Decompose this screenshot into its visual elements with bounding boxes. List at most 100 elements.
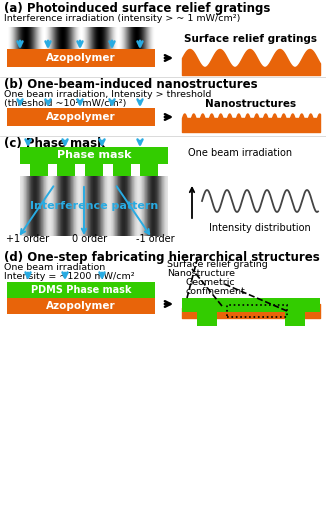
Bar	[96, 176, 97, 236]
Bar	[96, 27, 97, 51]
Bar	[64, 27, 65, 51]
Bar	[69, 27, 70, 51]
Bar	[132, 176, 133, 236]
Bar	[63, 176, 64, 236]
Bar	[116, 176, 117, 236]
Bar	[105, 27, 106, 51]
Bar	[43, 27, 44, 51]
Bar	[37, 176, 38, 236]
Bar	[59, 27, 60, 51]
Bar	[67, 27, 68, 51]
Bar	[107, 27, 108, 51]
Bar	[103, 27, 104, 51]
Bar	[118, 27, 119, 51]
Bar	[85, 27, 86, 51]
Bar	[182, 314, 320, 318]
Bar	[61, 176, 62, 236]
Bar	[53, 27, 54, 51]
Bar	[11, 27, 12, 51]
Bar	[124, 176, 125, 236]
Bar	[161, 176, 162, 236]
Text: Interference pattern: Interference pattern	[30, 201, 158, 211]
Bar	[57, 176, 58, 236]
Bar	[182, 126, 320, 132]
Bar	[91, 27, 92, 51]
Bar	[43, 176, 44, 236]
Bar	[86, 27, 87, 51]
Bar	[87, 27, 88, 51]
Bar	[166, 176, 167, 236]
Bar	[140, 176, 141, 236]
Bar	[159, 176, 160, 236]
Bar	[119, 176, 120, 236]
Bar	[30, 176, 31, 236]
Bar	[115, 176, 116, 236]
Bar	[46, 176, 47, 236]
Bar	[55, 27, 56, 51]
Text: (b) One-beam-induced nanostructures: (b) One-beam-induced nanostructures	[4, 78, 258, 91]
Bar	[77, 27, 78, 51]
Bar	[285, 312, 305, 326]
Bar	[44, 176, 45, 236]
Bar	[42, 176, 43, 236]
Bar	[128, 176, 129, 236]
Bar	[127, 27, 128, 51]
Bar	[31, 176, 32, 236]
Bar	[30, 176, 31, 236]
Text: (c) Phase mask: (c) Phase mask	[4, 137, 105, 150]
Bar	[136, 176, 137, 236]
Bar	[93, 176, 94, 236]
Bar	[132, 176, 133, 236]
Text: -1 order: -1 order	[136, 234, 175, 244]
Bar	[25, 176, 26, 236]
Bar	[145, 27, 146, 51]
Bar	[90, 27, 91, 51]
Bar	[77, 176, 78, 236]
Bar	[79, 176, 80, 236]
Bar	[113, 27, 114, 51]
Bar	[137, 27, 138, 51]
Bar	[111, 176, 112, 236]
Bar	[49, 27, 50, 51]
Bar	[107, 176, 108, 236]
Bar	[167, 176, 168, 236]
Bar	[90, 176, 91, 236]
Text: 0 order: 0 order	[72, 234, 107, 244]
Bar	[80, 176, 81, 236]
Bar	[159, 176, 160, 236]
Bar	[38, 176, 39, 236]
Bar	[52, 27, 53, 51]
Bar	[34, 176, 35, 236]
Bar	[23, 27, 24, 51]
Bar	[109, 176, 110, 236]
Bar	[64, 176, 65, 236]
Bar	[68, 176, 69, 236]
Bar	[119, 27, 120, 51]
Bar	[22, 27, 23, 51]
Bar	[45, 27, 46, 51]
Bar	[58, 27, 59, 51]
Bar	[137, 27, 138, 51]
Text: (d) One-step fabricating hierarchical structures: (d) One-step fabricating hierarchical st…	[4, 251, 320, 264]
Bar	[120, 176, 121, 236]
Bar	[69, 176, 70, 236]
Bar	[54, 27, 55, 51]
Bar	[144, 176, 145, 236]
Text: Intensity distribution: Intensity distribution	[209, 223, 311, 233]
Bar	[135, 27, 136, 51]
Bar	[131, 27, 132, 51]
Bar	[36, 27, 37, 51]
Bar	[54, 27, 55, 51]
Bar	[42, 27, 43, 51]
Bar	[18, 27, 19, 51]
Bar	[96, 176, 97, 236]
Bar	[48, 27, 49, 51]
Bar	[66, 27, 67, 51]
Bar	[100, 176, 101, 236]
Bar	[97, 176, 98, 236]
Bar	[137, 176, 138, 236]
Bar	[197, 312, 217, 326]
Bar	[67, 176, 68, 236]
Bar	[65, 176, 66, 236]
Bar	[37, 27, 38, 51]
